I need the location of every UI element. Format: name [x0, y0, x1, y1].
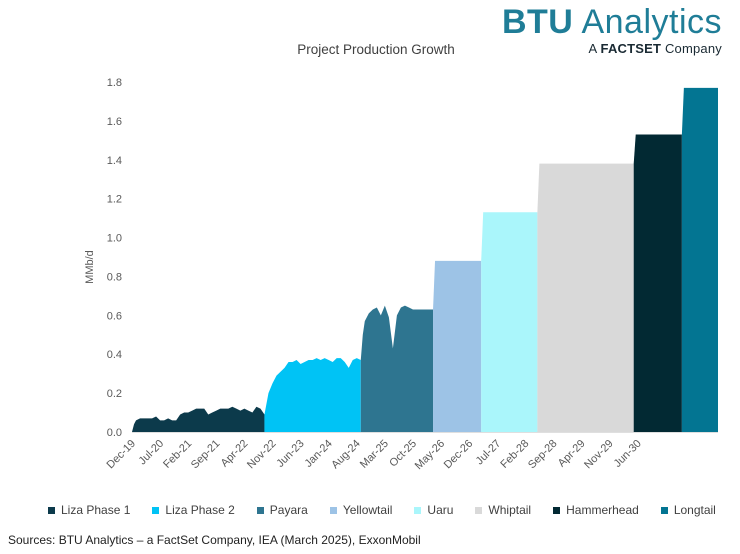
y-tick-label: 0.0 — [107, 427, 122, 439]
legend-item: Hammerhead — [553, 503, 639, 517]
x-tick-label: Jan-24 — [303, 438, 335, 470]
legend-label: Yellowtail — [342, 503, 393, 517]
y-tick-label: 1.6 — [107, 116, 122, 128]
series-area-yellowtail — [433, 260, 482, 432]
y-axis-title: MMb/d — [84, 250, 96, 284]
legend-item: Payara — [256, 503, 308, 517]
legend-item: Longtail — [660, 503, 716, 517]
series-area-liza-phase-1 — [132, 406, 265, 432]
y-tick-label: 1.8 — [107, 77, 122, 89]
chart-title: Project Production Growth — [297, 42, 455, 57]
source-note: Sources: BTU Analytics – a FactSet Compa… — [8, 533, 421, 547]
series-area-uaru — [481, 212, 538, 432]
legend-swatch — [553, 506, 561, 514]
y-tick-label: 0.8 — [107, 271, 122, 283]
legend-item: Uaru — [414, 503, 453, 517]
x-tick-label: Jun-30 — [612, 438, 644, 470]
x-tick-label: Mar-25 — [358, 438, 391, 471]
y-tick-label: 1.4 — [107, 155, 122, 167]
y-tick-label: 0.4 — [107, 349, 122, 361]
series-area-liza-phase-2 — [264, 358, 361, 432]
series-area-payara — [360, 305, 434, 432]
x-tick-label: Sep-21 — [189, 438, 223, 472]
legend-item: Yellowtail — [329, 503, 393, 517]
legend-label: Whiptail — [488, 503, 532, 517]
x-tick-label: Jun-23 — [274, 438, 306, 470]
series-area-hammerhead — [633, 134, 682, 432]
legend-item: Liza Phase 2 — [152, 503, 235, 517]
legend-swatch — [475, 506, 483, 514]
y-tick-label: 0.2 — [107, 388, 122, 400]
legend-label: Longtail — [673, 503, 716, 517]
legend-label: Liza Phase 2 — [165, 503, 235, 517]
legend-label: Payara — [269, 503, 308, 517]
legend-swatch — [414, 506, 422, 514]
btu-analytics-logo: BTU Analytics A FACTSET Company — [502, 4, 722, 56]
x-tick-label: Aug-24 — [329, 438, 363, 472]
legend-swatch — [660, 506, 668, 514]
legend-swatch — [329, 506, 337, 514]
x-tick-label: Feb-21 — [161, 438, 194, 471]
x-tick-label: Nov-29 — [582, 438, 616, 472]
y-tick-label: 1.0 — [107, 233, 122, 245]
y-tick-label: 1.2 — [107, 194, 122, 206]
series-area-longtail — [681, 87, 718, 432]
x-tick-label: Sep-28 — [526, 438, 560, 472]
legend-label: Liza Phase 1 — [61, 503, 131, 517]
legend-swatch — [48, 506, 55, 514]
legend-swatch — [152, 506, 160, 514]
logo-brand: BTU Analytics — [501, 3, 722, 41]
legend-item: Liza Phase 1 — [48, 503, 130, 517]
x-tick-label: Nov-22 — [245, 438, 279, 472]
legend-item: Whiptail — [475, 503, 531, 517]
logo-subtitle: A FACTSET Company — [588, 41, 722, 56]
x-tick-label: Dec-26 — [442, 438, 476, 472]
legend-label: Hammerhead — [566, 503, 639, 517]
legend-swatch — [256, 506, 264, 514]
legend-label: Uaru — [427, 503, 454, 517]
x-tick-label: May-26 — [413, 438, 447, 472]
x-tick-label: Feb-28 — [498, 438, 531, 471]
series-area-whiptail — [537, 163, 634, 432]
x-tick-label: Dec-19 — [105, 438, 139, 472]
y-tick-label: 0.6 — [107, 310, 122, 322]
chart-legend: Liza Phase 1 Liza Phase 2 Payara Yellowtail… — [48, 503, 738, 517]
